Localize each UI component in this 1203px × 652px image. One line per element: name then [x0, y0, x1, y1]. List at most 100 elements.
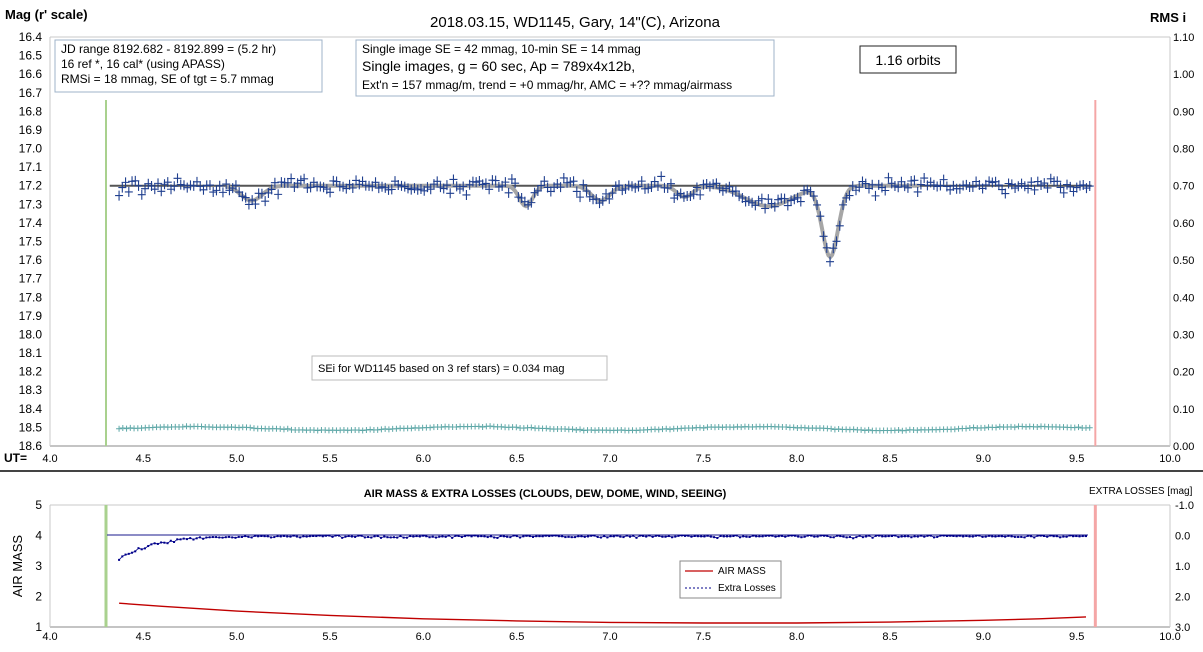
- extra-losses-point: [169, 539, 172, 542]
- data-point-marker: [839, 199, 848, 210]
- extra-losses-point: [574, 536, 577, 539]
- extra-losses-point: [933, 536, 936, 539]
- data-point-marker: [183, 182, 192, 193]
- data-point-marker: [959, 180, 968, 191]
- airmass-line: [119, 602, 1087, 624]
- data-point-marker: [1056, 182, 1065, 193]
- extra-losses-point: [774, 535, 777, 538]
- data-point-marker: [845, 190, 854, 201]
- extra-losses-point: [509, 536, 512, 539]
- extra-losses-point: [1068, 534, 1071, 537]
- extra-losses-point: [564, 536, 567, 539]
- data-point-marker: [913, 186, 922, 197]
- extra-losses-point: [127, 552, 130, 555]
- extra-losses-point: [535, 535, 538, 538]
- extra-losses-point: [253, 534, 256, 537]
- x-label-prefix: UT=: [4, 451, 27, 465]
- top-y-left-tick-label: 16.4: [19, 30, 43, 44]
- extra-losses-point: [273, 536, 276, 539]
- extra-losses-point: [515, 535, 518, 538]
- data-point-marker: [306, 182, 315, 193]
- rms-point-marker: [123, 425, 130, 432]
- data-point-marker: [780, 193, 789, 204]
- extra-losses-point: [916, 535, 919, 538]
- extra-losses-point: [173, 541, 176, 544]
- data-point-marker: [884, 172, 893, 183]
- extra-losses-point: [176, 538, 179, 541]
- extra-losses-point: [1010, 535, 1013, 538]
- extra-losses-point: [1026, 534, 1029, 537]
- extra-losses-point: [467, 534, 470, 537]
- extra-losses-point: [991, 535, 994, 538]
- data-point-marker: [936, 180, 945, 191]
- extra-losses-point: [544, 534, 547, 537]
- data-point-marker: [832, 236, 841, 247]
- data-point-marker: [491, 175, 500, 186]
- data-point-marker: [494, 181, 503, 192]
- extra-losses-point: [823, 534, 826, 537]
- bottom-y-left-label: AIR MASS: [10, 535, 25, 597]
- extra-losses-point: [803, 535, 806, 538]
- extra-losses-point: [260, 535, 263, 538]
- extra-losses-point: [971, 535, 974, 538]
- extra-losses-point: [797, 535, 800, 538]
- data-point-marker: [634, 181, 643, 192]
- extra-losses-point: [483, 535, 486, 538]
- extra-losses-point: [832, 536, 835, 539]
- extra-losses-point: [237, 535, 240, 538]
- extra-losses-point: [357, 534, 360, 537]
- data-point-marker: [533, 185, 542, 196]
- bottom-x-tick-label: 7.0: [602, 631, 617, 643]
- rms-point-marker: [475, 423, 482, 430]
- extra-losses-point: [1078, 535, 1081, 538]
- extra-losses-point: [835, 534, 838, 537]
- top-y-right-tick-label: 0.10: [1173, 404, 1194, 416]
- top-y-right-tick-label: 1.00: [1173, 69, 1194, 81]
- rms-point-marker: [393, 425, 400, 432]
- extra-losses-point: [363, 536, 366, 539]
- data-point-marker: [796, 196, 805, 207]
- data-point-marker: [910, 175, 919, 186]
- extra-losses-point: [218, 536, 221, 539]
- extra-losses-point: [884, 535, 887, 538]
- extra-losses-point: [496, 536, 499, 539]
- extra-losses-point: [337, 534, 340, 537]
- extra-losses-point: [654, 534, 657, 537]
- data-point-marker: [329, 175, 338, 186]
- data-point-marker: [319, 182, 328, 193]
- bottom-x-tick-label: 10.0: [1159, 631, 1180, 643]
- extra-losses-point: [295, 535, 298, 538]
- extra-losses-point: [493, 536, 496, 539]
- top-y-right-tick-label: 0.80: [1173, 144, 1194, 156]
- data-point-marker: [748, 197, 757, 208]
- extra-losses-point: [816, 535, 819, 538]
- extra-losses-point: [221, 536, 224, 539]
- extra-losses-point: [842, 535, 845, 538]
- extra-losses-point: [118, 558, 121, 561]
- top-y-left-tick-label: 18.2: [19, 365, 43, 379]
- extra-losses-point: [913, 535, 916, 538]
- extra-losses-point: [810, 534, 813, 537]
- extra-losses-point: [958, 534, 961, 537]
- extra-losses-point: [163, 541, 166, 544]
- data-point-marker: [332, 176, 341, 187]
- extra-losses-point: [192, 538, 195, 541]
- data-point-marker: [413, 184, 422, 195]
- data-point-marker: [124, 186, 133, 197]
- data-point-marker: [994, 180, 1003, 191]
- data-point-marker: [644, 183, 653, 194]
- extra-losses-point: [1020, 535, 1023, 538]
- top-y-left-tick-label: 17.0: [19, 142, 43, 156]
- extra-losses-point: [955, 535, 958, 538]
- data-point-marker: [881, 185, 890, 196]
- extra-losses-point: [541, 535, 544, 538]
- data-point-marker: [741, 196, 750, 207]
- data-point-marker: [173, 173, 182, 184]
- data-point-marker: [962, 179, 971, 190]
- rms-point-marker: [247, 424, 254, 431]
- data-point-marker: [1072, 182, 1081, 193]
- extra-losses-point: [577, 535, 580, 538]
- top-x-tick-label: 5.0: [229, 453, 244, 465]
- data-point-marker: [1024, 183, 1033, 194]
- data-point-marker: [235, 187, 244, 198]
